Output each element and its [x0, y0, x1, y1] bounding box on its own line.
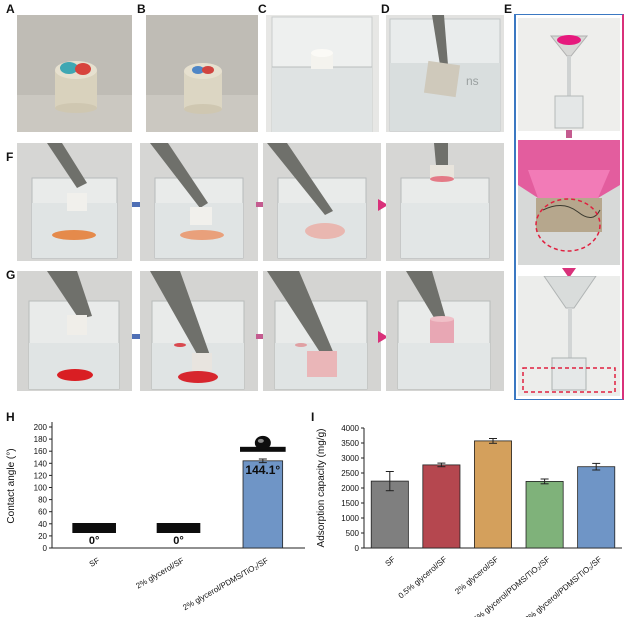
ytick-label: 120: [34, 471, 48, 480]
chart-i-adsorption-capacity: 0 500 1000 1500 2000 2500 3000 3500 4000 SF 0.5% …: [316, 424, 622, 617]
droplet-photo-strip-2: [156, 523, 201, 533]
ytick-label: 60: [38, 508, 47, 517]
category-label-2: 2% glycerol/SF: [134, 556, 185, 591]
bar-3: [474, 440, 512, 549]
photo-b-sponge-dyed: [146, 15, 258, 132]
arrow-e-1: [566, 130, 572, 138]
category-label-1: SF: [383, 555, 397, 569]
category-label-1: SF: [88, 556, 101, 569]
panel-label-g: G: [6, 268, 16, 282]
bar-5: [577, 466, 616, 549]
photo-g-4: [386, 271, 504, 391]
value-label-1: 0°: [89, 535, 100, 547]
ytick-label: 200: [34, 423, 48, 432]
panel-label-c: C: [258, 2, 267, 16]
ytick-label: 160: [34, 447, 48, 456]
droplet-photo-strip-1: [72, 523, 116, 533]
photo-g-1: [17, 271, 132, 391]
arrow-g-1: [132, 334, 140, 339]
ytick-label: 1500: [341, 499, 359, 508]
panel-label-d: D: [381, 2, 390, 16]
arrow-g-3: [378, 330, 388, 343]
photo-g-3: [263, 271, 381, 391]
panel-e-frame: [514, 14, 624, 400]
ytick-label: 20: [38, 532, 47, 541]
photo-e-filtered-water: [518, 276, 620, 396]
droplet-highlight: [257, 438, 264, 443]
bar-4: [525, 481, 564, 549]
panel-label-e: E: [504, 2, 513, 16]
photo-f-4: [386, 143, 504, 261]
ytick-label: 100: [34, 484, 48, 493]
chart-h-contact-angle: 0 20 40 60 80 100 120 140 160 180 200 0° 0° 144.1° S…: [6, 422, 305, 612]
photo-c-sponge-on-water: [266, 15, 379, 132]
panel-label-b: B: [137, 2, 146, 16]
arrow-f-2: [256, 202, 264, 207]
ytick-label: 0: [355, 544, 360, 553]
ytick-label: 180: [34, 435, 48, 444]
category-label-3: 2% glycerol/PDMS/TiO₂/SF: [181, 556, 270, 612]
arrow-f-3: [378, 198, 388, 211]
chart-i-ylabel: Adsorption capacity (mg/g): [316, 429, 327, 548]
photo-e-funnel-closeup: [518, 140, 620, 265]
photo-f-1: [17, 143, 132, 261]
bar-3: [242, 460, 284, 549]
svg-text:ns: ns: [466, 74, 479, 88]
arrow-e-2: [562, 265, 576, 278]
arrow-f-1: [132, 202, 140, 207]
category-label-2: 0.5% glycerol/SF: [397, 555, 449, 601]
panel-label-i: I: [311, 410, 315, 424]
ytick-label: 3500: [341, 439, 359, 448]
value-label-3: 144.1°: [245, 463, 280, 477]
ytick-label: 80: [38, 496, 47, 505]
ytick-label: 4000: [341, 424, 359, 433]
photo-a-sponge-dyed: [17, 15, 132, 132]
panel-label-a: A: [6, 2, 15, 16]
arrow-g-2: [256, 334, 264, 339]
bar-2: [422, 464, 461, 549]
panel-label-f: F: [6, 150, 14, 164]
chart-h-ylabel: Contact angle (°): [6, 448, 17, 523]
panel-label-h: H: [6, 410, 15, 424]
photo-d-sponge-immersed: ns: [386, 15, 504, 132]
photo-f-3: [263, 143, 381, 261]
ytick-label: 40: [38, 520, 47, 529]
ytick-label: 1000: [341, 514, 359, 523]
ytick-label: 500: [346, 529, 360, 538]
ytick-label: 2500: [341, 469, 359, 478]
photo-f-2: [140, 143, 258, 261]
photo-e-funnel-top: [518, 18, 620, 131]
ytick-label: 2000: [341, 484, 359, 493]
category-label-3: 2% glycerol/SF: [453, 555, 500, 597]
photo-g-2: [140, 271, 258, 391]
ytick-label: 140: [34, 459, 48, 468]
value-label-2: 0°: [173, 535, 184, 547]
ytick-label: 0: [43, 544, 48, 553]
ytick-label: 3000: [341, 454, 359, 463]
droplet-icon: [254, 435, 271, 450]
